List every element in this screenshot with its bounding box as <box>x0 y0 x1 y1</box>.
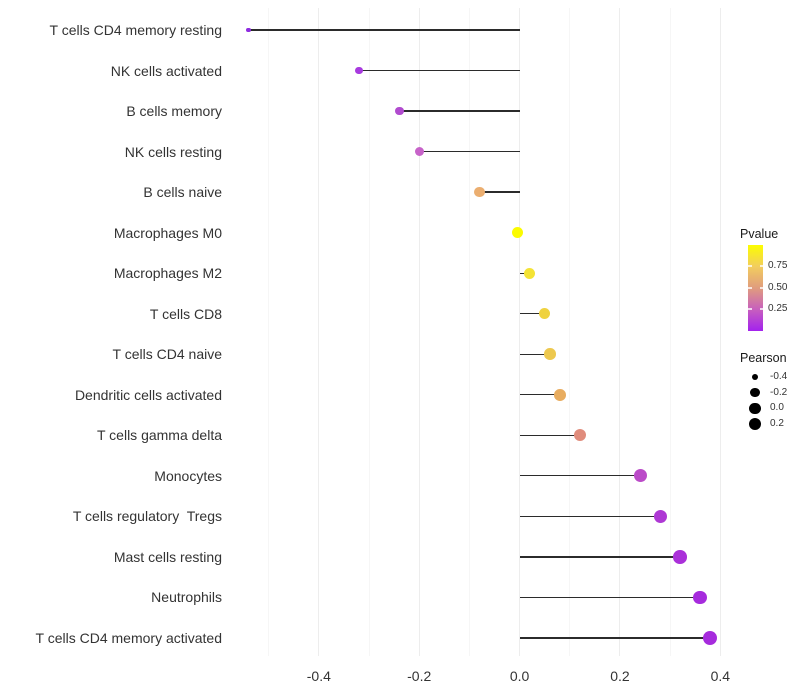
pearson-size-label: -0.4 <box>770 371 788 382</box>
lollipop-dot <box>573 429 586 442</box>
lollipop-stem <box>519 515 661 517</box>
colorbar-tick <box>748 308 752 310</box>
major-gridline <box>418 8 420 656</box>
lollipop-dot <box>633 469 647 483</box>
lollipop-dot <box>474 186 485 198</box>
pearson-size-dot <box>749 402 761 414</box>
major-gridline <box>619 8 621 656</box>
lollipop-dot <box>693 590 708 605</box>
minor-gridline <box>468 8 470 656</box>
category-label: T cells gamma delta <box>96 427 222 444</box>
lollipop-dot <box>553 388 566 401</box>
category-label: Mast cells resting <box>113 548 222 565</box>
colorbar-tick <box>748 287 752 289</box>
x-axis-tick-label: -0.4 <box>306 668 331 684</box>
lollipop-stem <box>519 596 701 599</box>
lollipop-stem <box>519 434 580 436</box>
colorbar-tick <box>759 308 763 310</box>
lollipop-stem <box>519 353 550 355</box>
lollipop-dot <box>511 227 523 239</box>
lollipop-dot <box>524 267 536 279</box>
lollipop-stem <box>519 637 711 639</box>
category-label: Macrophages M2 <box>113 265 222 282</box>
pvalue-tick-label: 0.75 <box>768 259 788 271</box>
lollipop-stem <box>519 394 560 396</box>
pvalue-tick-label: 0.25 <box>768 302 788 314</box>
lollipop-dot <box>538 307 551 320</box>
colorbar-tick <box>748 265 752 267</box>
lollipop-stem <box>519 313 545 315</box>
category-label: T cells CD8 <box>149 305 222 322</box>
lollipop-dot <box>355 66 363 75</box>
pearson-legend-title: Pearson <box>740 351 787 365</box>
lollipop-dot <box>394 106 404 116</box>
category-label: Monocytes <box>154 467 222 484</box>
lollipop-stem <box>399 110 520 112</box>
x-axis-tick-label: -0.2 <box>407 668 432 684</box>
minor-gridline <box>368 8 370 656</box>
category-label: NK cells resting <box>124 143 222 160</box>
pvalue-legend-title: Pvalue <box>740 227 779 241</box>
category-label: T cells CD4 memory activated <box>35 629 222 646</box>
colorbar-tick <box>759 265 763 267</box>
minor-gridline <box>669 8 671 656</box>
category-label: Macrophages M0 <box>113 224 222 241</box>
major-gridline <box>719 8 721 656</box>
category-label: B cells naive <box>143 184 222 201</box>
x-axis-tick-label: 0.4 <box>710 668 731 684</box>
pearson-size-dot <box>748 417 762 431</box>
lollipop-stem <box>358 69 520 72</box>
lollipop-dot <box>246 27 251 33</box>
colorbar-tick <box>759 287 763 289</box>
lollipop-dot <box>703 630 718 645</box>
pearson-size-dot <box>751 373 759 381</box>
pearson-size-label: 0.2 <box>770 418 784 430</box>
pearson-size-label: -0.2 <box>770 386 788 398</box>
major-gridline <box>519 8 521 656</box>
lollipop-stem <box>248 29 520 31</box>
pearson-size-label: 0.0 <box>770 402 784 414</box>
category-label: Neutrophils <box>151 589 222 606</box>
lollipop-dot <box>653 509 667 523</box>
minor-gridline <box>268 8 270 656</box>
category-label: T cells CD4 memory resting <box>49 22 222 38</box>
lollipop-dot <box>673 550 687 564</box>
category-label: T cells CD4 naive <box>112 346 222 363</box>
major-gridline <box>318 8 320 656</box>
x-axis-tick-label: 0.0 <box>509 668 530 684</box>
lollipop-stem <box>519 556 681 558</box>
category-label: B cells memory <box>126 103 222 120</box>
pearson-size-dot <box>750 388 760 398</box>
lollipop-stem <box>519 475 641 477</box>
pvalue-colorbar <box>748 245 763 331</box>
lollipop-dot <box>414 146 424 157</box>
category-label: T cells regulatory Tregs <box>72 508 222 525</box>
category-label: NK cells activated <box>110 62 222 79</box>
minor-gridline <box>569 8 571 656</box>
lollipop-stem <box>419 150 520 153</box>
category-label: Dendritic cells activated <box>74 386 222 403</box>
x-axis-tick-label: 0.2 <box>610 668 630 684</box>
lollipop-stem <box>479 191 520 193</box>
lollipop-dot <box>543 348 556 361</box>
pvalue-tick-label: 0.50 <box>768 282 788 293</box>
